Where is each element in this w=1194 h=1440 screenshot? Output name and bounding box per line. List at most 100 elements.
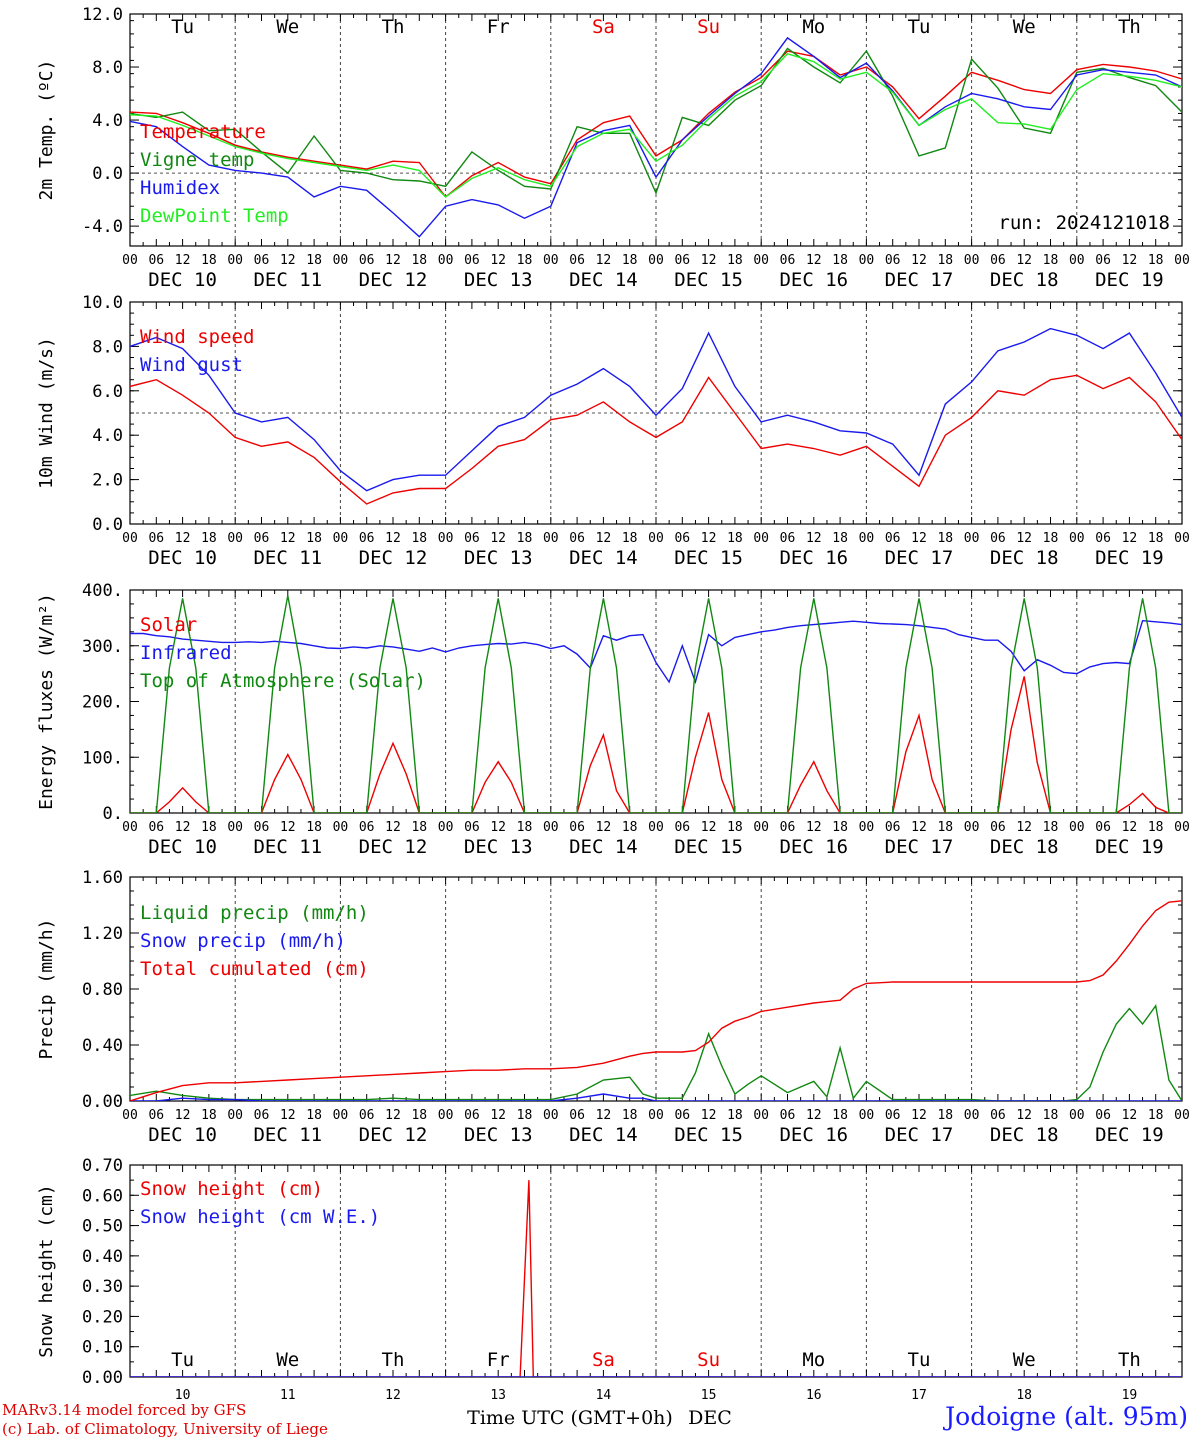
x-axis-month: DEC: [688, 1407, 732, 1429]
legend-entry: DewPoint Temp: [140, 205, 289, 227]
hour-tick-label: 00: [859, 253, 875, 268]
hour-tick-label: 06: [148, 531, 164, 546]
legend-entry: Total cumulated (cm): [140, 958, 369, 980]
hour-tick-label: 06: [464, 253, 480, 268]
hour-tick-label: 00: [964, 531, 980, 546]
date-label: DEC 15: [674, 269, 743, 291]
hour-tick-label: 06: [148, 253, 164, 268]
y-tick-label: 4.0: [92, 111, 123, 131]
date-label: DEC 10: [148, 836, 217, 858]
day-label: Fr: [487, 1349, 510, 1371]
hour-tick-label: 06: [990, 253, 1006, 268]
hour-tick-label: 12: [385, 253, 401, 268]
hour-tick-label: 06: [254, 531, 270, 546]
series-line-red: [130, 374, 1182, 505]
y-tick-label: 0.80: [82, 980, 123, 1000]
date-label: DEC 10: [148, 547, 217, 569]
hour-tick-label: 18: [411, 1108, 427, 1123]
hour-tick-label: 12: [596, 1108, 612, 1123]
y-tick-label: 2.0: [92, 471, 123, 491]
hour-tick-label: 18: [1043, 1108, 1059, 1123]
hour-tick-label: 12: [1016, 1108, 1032, 1123]
date-label: DEC 13: [464, 836, 533, 858]
bottom-date-label: 11: [280, 1388, 296, 1403]
hour-tick-label: 06: [1095, 1108, 1111, 1123]
bottom-date-label: 14: [596, 1388, 612, 1403]
hour-tick-label: 18: [201, 253, 217, 268]
date-label: DEC 16: [779, 1124, 848, 1146]
hour-tick-label: 06: [359, 253, 375, 268]
hour-tick-label: 18: [1148, 531, 1164, 546]
hour-tick-label: 18: [1148, 253, 1164, 268]
hour-tick-label: 06: [1095, 820, 1111, 835]
legend-entry: Temperature: [140, 121, 266, 143]
bottom-date-label: 12: [385, 1388, 401, 1403]
hour-tick-label: 12: [385, 820, 401, 835]
hour-tick-label: 00: [648, 820, 664, 835]
hour-tick-label: 12: [911, 1108, 927, 1123]
hour-tick-label: 12: [1122, 253, 1138, 268]
hour-tick-label: 12: [1016, 531, 1032, 546]
hour-tick-label: 06: [885, 1108, 901, 1123]
plot-frame: [129, 589, 1183, 814]
date-label: DEC 16: [779, 547, 848, 569]
hour-tick-label: 00: [753, 531, 769, 546]
hour-tick-label: 06: [990, 820, 1006, 835]
hour-tick-label: 06: [674, 820, 690, 835]
hour-tick-label: 06: [885, 253, 901, 268]
bottom-date-label: 15: [701, 1388, 717, 1403]
hour-tick-label: 12: [1016, 820, 1032, 835]
bottom-date-label: 10: [175, 1388, 191, 1403]
day-label: Fr: [487, 16, 510, 38]
hour-tick-label: 06: [464, 531, 480, 546]
date-label: DEC 14: [569, 269, 638, 291]
hour-tick-label: 18: [411, 531, 427, 546]
hour-tick-label: 12: [806, 253, 822, 268]
hour-tick-label: 12: [701, 253, 717, 268]
hour-tick-label: 00: [1174, 1108, 1190, 1123]
hour-tick-label: 18: [832, 1108, 848, 1123]
hour-tick-label: 00: [227, 253, 243, 268]
bottom-date-label: 17: [911, 1388, 927, 1403]
run-annotation: run: 2024121018: [998, 212, 1170, 234]
hour-tick-label: 06: [359, 1108, 375, 1123]
y-axis-label: Snow height (cm): [36, 1184, 57, 1357]
hour-tick-label: 18: [411, 820, 427, 835]
series-line-red: [130, 1180, 1182, 1377]
hour-tick-label: 12: [490, 1108, 506, 1123]
hour-tick-label: 00: [1069, 531, 1085, 546]
date-label: DEC 14: [569, 547, 638, 569]
day-label: Tu: [171, 1349, 194, 1371]
hour-tick-label: 18: [622, 820, 638, 835]
hour-tick-label: 00: [964, 253, 980, 268]
date-label: DEC 18: [990, 547, 1059, 569]
y-tick-label: 0.10: [82, 1338, 123, 1358]
date-label: DEC 15: [674, 1124, 743, 1146]
hour-tick-label: 00: [543, 820, 559, 835]
date-label: DEC 17: [885, 547, 954, 569]
day-label: Mo: [802, 1349, 825, 1371]
hour-tick-label: 00: [543, 1108, 559, 1123]
hour-tick-label: 12: [175, 253, 191, 268]
panel-2: 0.0 2.0 4.0 6.0 8.0 10.0 10m Wind (m/s) 00 06 12 1…: [36, 293, 1190, 569]
hour-tick-label: 00: [122, 820, 138, 835]
hour-tick-label: 00: [1174, 820, 1190, 835]
y-tick-label: 10.0: [82, 293, 123, 313]
hour-tick-label: 12: [385, 531, 401, 546]
y-tick-label: 1.60: [82, 868, 123, 888]
hour-tick-label: 06: [780, 253, 796, 268]
y-tick-label: 8.0: [92, 58, 123, 78]
day-label: Mo: [802, 16, 825, 38]
day-label: Th: [1118, 16, 1141, 38]
hour-tick-label: 18: [727, 531, 743, 546]
hour-tick-label: 12: [280, 253, 296, 268]
hour-tick-label: 18: [937, 820, 953, 835]
hour-tick-label: 18: [306, 531, 322, 546]
day-label: We: [276, 1349, 299, 1371]
hour-tick-label: 06: [254, 1108, 270, 1123]
hour-tick-label: 00: [333, 1108, 349, 1123]
hour-tick-label: 00: [859, 531, 875, 546]
series-line-lightgreen: [130, 53, 1182, 198]
y-axis-label: 2m Temp. (ºC): [36, 60, 57, 201]
panel-3: 0. 100. 200. 300. 400. Energy fluxes (W/m²) 00…: [36, 581, 1190, 858]
